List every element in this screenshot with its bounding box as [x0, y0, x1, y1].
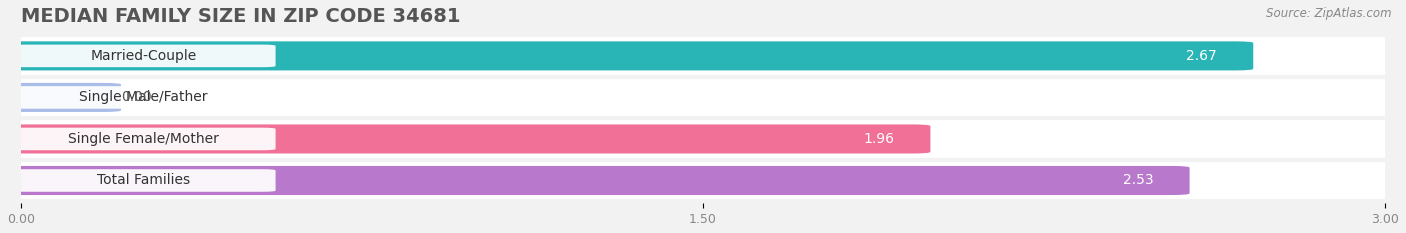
Text: Source: ZipAtlas.com: Source: ZipAtlas.com [1267, 7, 1392, 20]
Text: Single Male/Father: Single Male/Father [80, 90, 208, 104]
Text: MEDIAN FAMILY SIZE IN ZIP CODE 34681: MEDIAN FAMILY SIZE IN ZIP CODE 34681 [21, 7, 460, 26]
FancyBboxPatch shape [11, 128, 276, 150]
Text: 1.96: 1.96 [863, 132, 894, 146]
Text: 2.53: 2.53 [1122, 174, 1153, 188]
FancyBboxPatch shape [3, 83, 121, 112]
FancyBboxPatch shape [11, 86, 276, 109]
FancyBboxPatch shape [11, 169, 276, 192]
FancyBboxPatch shape [21, 160, 1385, 201]
Text: Married-Couple: Married-Couple [90, 49, 197, 63]
Text: 2.67: 2.67 [1187, 49, 1216, 63]
FancyBboxPatch shape [3, 124, 931, 154]
FancyBboxPatch shape [21, 118, 1385, 160]
FancyBboxPatch shape [21, 77, 1385, 118]
Text: 0.00: 0.00 [121, 90, 152, 104]
FancyBboxPatch shape [11, 45, 276, 67]
Text: Single Female/Mother: Single Female/Mother [69, 132, 219, 146]
FancyBboxPatch shape [3, 166, 1189, 195]
FancyBboxPatch shape [3, 41, 1253, 70]
Text: Total Families: Total Families [97, 174, 190, 188]
FancyBboxPatch shape [21, 35, 1385, 77]
